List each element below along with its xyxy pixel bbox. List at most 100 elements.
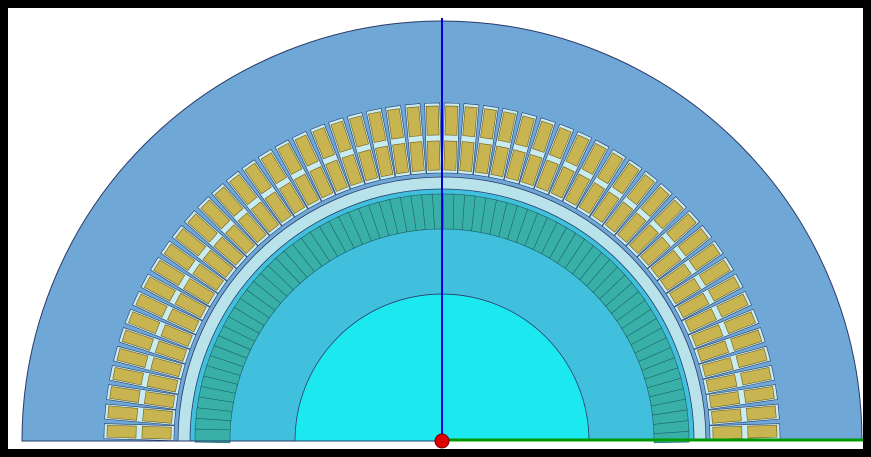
- stator-coil: [617, 212, 647, 243]
- stator-coil: [716, 293, 749, 318]
- stator-coil: [143, 391, 176, 409]
- stator-coil: [160, 324, 193, 347]
- stator-coil: [490, 145, 509, 178]
- stator-coil: [187, 213, 218, 243]
- stator-coil: [730, 329, 763, 351]
- model-layer: [21, 18, 864, 449]
- stator-coil: [698, 259, 731, 286]
- stator-coil: [426, 140, 441, 171]
- stator-coil: [183, 277, 215, 305]
- stator-coil: [640, 236, 671, 266]
- stator-coil: [747, 424, 778, 439]
- stator-coil: [141, 425, 172, 440]
- stator-coil: [330, 120, 352, 153]
- stator-coil: [174, 292, 207, 319]
- stator-coil: [142, 408, 173, 424]
- stator-coil: [640, 186, 670, 217]
- stator-coil: [459, 141, 475, 172]
- stator-coil: [564, 173, 591, 206]
- stator-coil: [666, 213, 697, 243]
- stator-coil: [723, 311, 756, 334]
- stator-coil: [691, 324, 724, 347]
- stator-coil: [505, 149, 526, 182]
- stator-coil: [128, 311, 161, 334]
- stator-coil: [705, 374, 738, 393]
- stator-coil: [143, 276, 176, 302]
- stator-coil: [146, 374, 179, 393]
- stator-coil: [167, 308, 200, 333]
- origin-marker: [434, 433, 450, 449]
- stator-coil: [154, 340, 188, 362]
- stator-coil: [116, 348, 149, 368]
- stator-coil: [604, 201, 634, 233]
- stator-coil: [163, 243, 196, 271]
- stator-coil: [578, 182, 606, 214]
- stator-coil: [711, 408, 742, 424]
- stator-coil: [244, 162, 272, 195]
- stator-coil: [549, 127, 572, 160]
- stator-coil: [708, 391, 741, 409]
- stator-coil: [684, 308, 717, 333]
- stator-coil: [677, 292, 710, 319]
- stator-coil: [312, 127, 335, 160]
- stator-coil: [474, 142, 492, 175]
- stator-coil: [368, 111, 387, 143]
- stator-coil: [229, 174, 258, 206]
- stator-coil: [349, 115, 369, 148]
- stator-coil: [612, 162, 640, 195]
- stator-coil: [735, 348, 768, 368]
- stator-coil: [743, 386, 775, 403]
- stator-coil: [550, 166, 575, 199]
- stator-coil: [175, 228, 207, 257]
- stator-coil: [536, 159, 559, 192]
- stator-coil: [628, 224, 659, 255]
- stator-coil: [325, 159, 348, 192]
- stator-coil: [225, 224, 256, 255]
- stator-coil: [294, 134, 319, 167]
- stator-coil: [425, 105, 440, 136]
- stator-coil: [121, 329, 154, 351]
- stator-coil: [213, 236, 244, 266]
- stator-coil: [701, 357, 734, 378]
- stator-coil: [392, 142, 410, 175]
- stator-coil: [200, 199, 231, 230]
- stator-coil: [150, 357, 183, 378]
- stator-coil: [462, 106, 478, 138]
- stator-coil: [406, 106, 422, 138]
- stator-coil: [309, 166, 334, 199]
- stator-coil: [581, 142, 607, 175]
- stator-coil: [565, 134, 590, 167]
- stator-coil: [532, 120, 554, 153]
- stator-coil: [192, 263, 224, 291]
- stator-coil: [597, 152, 624, 185]
- stator-coil: [443, 140, 458, 171]
- stator-coil: [387, 108, 404, 140]
- stator-coil: [135, 293, 168, 318]
- stator-coil: [409, 141, 425, 172]
- stator-coil: [112, 367, 144, 386]
- stator-coil: [712, 425, 743, 440]
- stator-coil: [106, 424, 137, 439]
- stator-coil: [250, 201, 280, 233]
- stator-coil: [358, 149, 379, 182]
- stator-coil: [109, 386, 141, 403]
- stator-coil: [202, 249, 234, 279]
- stator-coil: [696, 340, 730, 362]
- stator-coil: [497, 111, 516, 143]
- stator-coil: [660, 263, 692, 291]
- stator-coil: [264, 191, 292, 223]
- stator-coil: [293, 173, 320, 206]
- stator-coil: [592, 191, 620, 223]
- stator-coil: [515, 115, 535, 148]
- stator-coil: [688, 243, 721, 271]
- stator-coil: [745, 405, 777, 421]
- stator-coil: [669, 277, 701, 305]
- stator-coil: [375, 145, 394, 178]
- stator-coil: [278, 182, 306, 214]
- stator-coil: [153, 259, 186, 286]
- stator-coil: [650, 249, 682, 279]
- stator-coil: [708, 276, 741, 302]
- stator-coil: [626, 174, 655, 206]
